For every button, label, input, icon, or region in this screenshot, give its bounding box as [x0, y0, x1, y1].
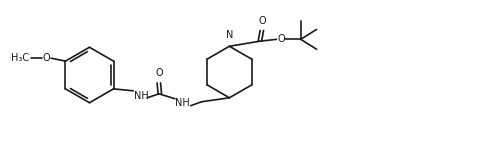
Text: O: O	[43, 53, 51, 63]
Text: O: O	[155, 68, 163, 78]
Text: NH: NH	[134, 91, 149, 101]
Text: O: O	[258, 16, 266, 25]
Text: H₃C: H₃C	[11, 53, 29, 63]
Text: O: O	[277, 34, 285, 44]
Text: NH: NH	[176, 98, 190, 108]
Text: N: N	[226, 30, 233, 40]
